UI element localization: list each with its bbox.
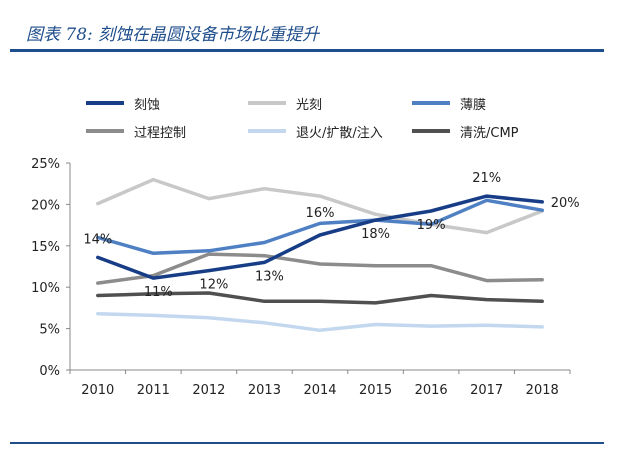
legend-item: 过程控制 [86, 122, 187, 141]
legend-swatch [412, 101, 450, 105]
y-tick-label: 10% [31, 281, 60, 296]
y-tick-label: 0% [39, 364, 60, 379]
legend-label: 过程控制 [134, 125, 187, 141]
legend-label: 薄膜 [460, 97, 487, 113]
legend-label: 光刻 [296, 97, 323, 113]
x-tick-label: 2018 [526, 383, 559, 398]
x-tick-label: 2013 [248, 383, 281, 398]
footer-rule [10, 442, 604, 444]
data-label: 13% [255, 269, 284, 284]
data-label: 18% [361, 227, 390, 242]
legend-swatch [412, 129, 450, 133]
series-line [96, 252, 544, 285]
legend-swatch [248, 129, 286, 133]
x-tick-label: 2015 [359, 383, 392, 398]
x-tick-label: 2010 [81, 383, 114, 398]
legend-item: 退火/扩散/注入 [248, 122, 383, 141]
figure-title: 图表 78: 刻蚀在晶圆设备市场比重提升 [26, 25, 320, 45]
chart-legend: 刻蚀 光刻 薄膜过程控制 退火/扩散/注入 清洗/CMP [86, 94, 606, 144]
series-line [96, 291, 544, 305]
data-label: 16% [306, 206, 335, 221]
y-tick-label: 15% [31, 240, 60, 255]
legend-label: 刻蚀 [134, 97, 161, 113]
x-tick-label: 2014 [303, 383, 336, 398]
series-line [96, 177, 544, 235]
series-line [96, 198, 544, 256]
y-tick-label: 25% [31, 157, 60, 172]
data-label: 21% [472, 171, 501, 186]
x-tick-label: 2017 [470, 383, 503, 398]
data-label: 14% [83, 232, 112, 247]
x-tick-label: 2011 [137, 383, 170, 398]
legend-swatch [86, 101, 124, 105]
data-label: 19% [417, 218, 446, 233]
legend-swatch [86, 129, 124, 133]
series-line [96, 194, 544, 280]
legend-item: 刻蚀 [86, 94, 161, 113]
legend-item: 薄膜 [412, 94, 487, 113]
legend-label: 清洗/CMP [460, 125, 519, 141]
legend-item: 清洗/CMP [412, 122, 519, 141]
data-label: 11% [144, 285, 173, 300]
header-rule [10, 49, 604, 52]
data-label: 20% [551, 196, 580, 211]
data-label: 12% [199, 278, 228, 293]
x-tick-label: 2016 [415, 383, 448, 398]
y-tick-label: 5% [39, 323, 60, 338]
x-tick-label: 2012 [192, 383, 225, 398]
legend-label: 退火/扩散/注入 [296, 125, 383, 141]
legend-swatch [248, 101, 286, 105]
y-tick-label: 20% [31, 198, 60, 213]
series-line [96, 311, 544, 333]
legend-item: 光刻 [248, 94, 323, 113]
